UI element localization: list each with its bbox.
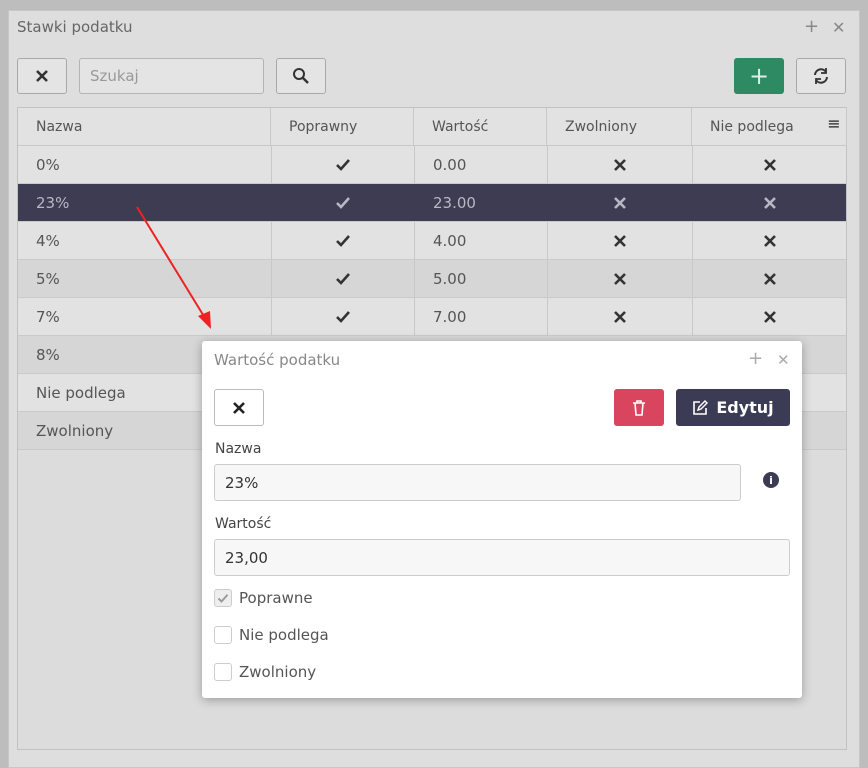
dialog-cancel[interactable] <box>214 389 264 426</box>
table-row[interactable]: 23% 23.00 <box>18 184 846 222</box>
column-header[interactable]: Wartość <box>414 108 547 146</box>
expand-icon[interactable]: + <box>804 16 820 37</box>
column-header[interactable]: Zwolniony <box>547 108 692 146</box>
dialog-expand[interactable]: + <box>748 348 764 369</box>
cell-text: 7% <box>36 307 60 326</box>
clear-button[interactable] <box>17 58 67 94</box>
red-arrow <box>136 206 206 319</box>
bool-cell <box>547 260 692 297</box>
bool-cell <box>547 146 692 183</box>
search-input[interactable]: Szukaj <box>79 58 264 94</box>
field-label: Wartość <box>215 516 272 532</box>
cell-text: 23.00 <box>414 184 547 221</box>
checkbox-label: Poprawne <box>239 589 313 607</box>
refresh-icon <box>814 68 828 84</box>
field-input[interactable]: 23% <box>214 464 741 501</box>
search-button[interactable] <box>276 58 326 94</box>
dialog-close[interactable]: ✕ <box>777 351 790 369</box>
bool-cell <box>547 298 692 335</box>
close-icon[interactable]: ✕ <box>832 18 846 37</box>
cell-text: 0% <box>36 155 60 174</box>
check-icon <box>336 158 350 171</box>
bool-cell <box>692 222 847 259</box>
table-row[interactable]: 7% 7.00 <box>18 298 846 336</box>
check-icon <box>336 272 350 285</box>
bool-cell <box>271 298 414 335</box>
dialog-title: Wartość podatku <box>214 351 341 369</box>
search-placeholder: Szukaj <box>90 67 139 85</box>
search-icon <box>293 68 309 84</box>
cross-icon <box>764 310 776 323</box>
cross-icon <box>764 196 776 209</box>
bool-cell <box>271 184 414 221</box>
cross-icon <box>614 310 626 323</box>
cross-icon <box>764 158 776 171</box>
cross-icon <box>764 272 776 285</box>
bool-cell <box>271 260 414 297</box>
info-icon[interactable]: i <box>763 472 779 488</box>
column-header[interactable]: Nie podlega <box>692 108 847 146</box>
bool-cell <box>271 222 414 259</box>
bool-cell <box>547 222 692 259</box>
checkbox[interactable] <box>214 589 232 607</box>
checkbox-label: Zwolniony <box>239 663 317 681</box>
check-icon <box>336 234 350 247</box>
column-header[interactable]: Poprawny <box>271 108 414 146</box>
edit-icon <box>693 399 709 415</box>
delete-button[interactable] <box>614 389 664 426</box>
cross-icon <box>614 234 626 247</box>
cell-text: 5% <box>36 269 60 288</box>
window-title: Stawki podatku <box>17 18 133 36</box>
table-row[interactable]: 4% 4.00 <box>18 222 846 260</box>
edit-label: Edytuj <box>716 398 774 417</box>
cell-text: 7.00 <box>414 298 547 335</box>
checkbox[interactable] <box>214 626 232 644</box>
red-arrowhead <box>198 311 211 329</box>
cross-icon <box>764 234 776 247</box>
table-row[interactable]: 0% 0.00 <box>18 146 846 184</box>
cell-text: 5.00 <box>414 260 547 297</box>
column-header[interactable]: Nazwa <box>18 108 271 146</box>
add-button[interactable]: + <box>734 58 784 94</box>
checkbox-label: Nie podlega <box>239 626 329 644</box>
cross-icon <box>614 272 626 285</box>
bool-cell <box>271 146 414 183</box>
cell-text: Zwolniony <box>36 421 114 440</box>
check-icon <box>336 310 350 323</box>
refresh-button[interactable] <box>796 58 846 94</box>
cell-text: 4% <box>36 231 60 250</box>
cross-icon <box>614 158 626 171</box>
cell-text: 8% <box>36 345 60 364</box>
check-icon <box>217 593 229 603</box>
cell-text: 4.00 <box>414 222 547 259</box>
cell-text: Nie podlega <box>36 383 126 402</box>
field-input[interactable]: 23,00 <box>214 539 790 576</box>
check-icon <box>336 196 350 209</box>
bool-cell <box>692 260 847 297</box>
x-icon <box>233 401 245 414</box>
checkbox[interactable] <box>214 663 232 681</box>
bool-cell <box>547 184 692 221</box>
cross-icon <box>614 196 626 209</box>
bool-cell <box>692 184 847 221</box>
x-icon <box>36 70 48 82</box>
column-menu[interactable]: ≡ <box>827 113 841 133</box>
cell-text: 0.00 <box>414 146 547 183</box>
edit-button[interactable]: Edytuj <box>676 389 790 426</box>
bool-cell <box>692 298 847 335</box>
trash-icon <box>633 399 645 416</box>
bool-cell <box>692 146 847 183</box>
cell-text: 23% <box>36 193 70 212</box>
field-label: Nazwa <box>215 441 262 457</box>
table-row[interactable]: 5% 5.00 <box>18 260 846 298</box>
